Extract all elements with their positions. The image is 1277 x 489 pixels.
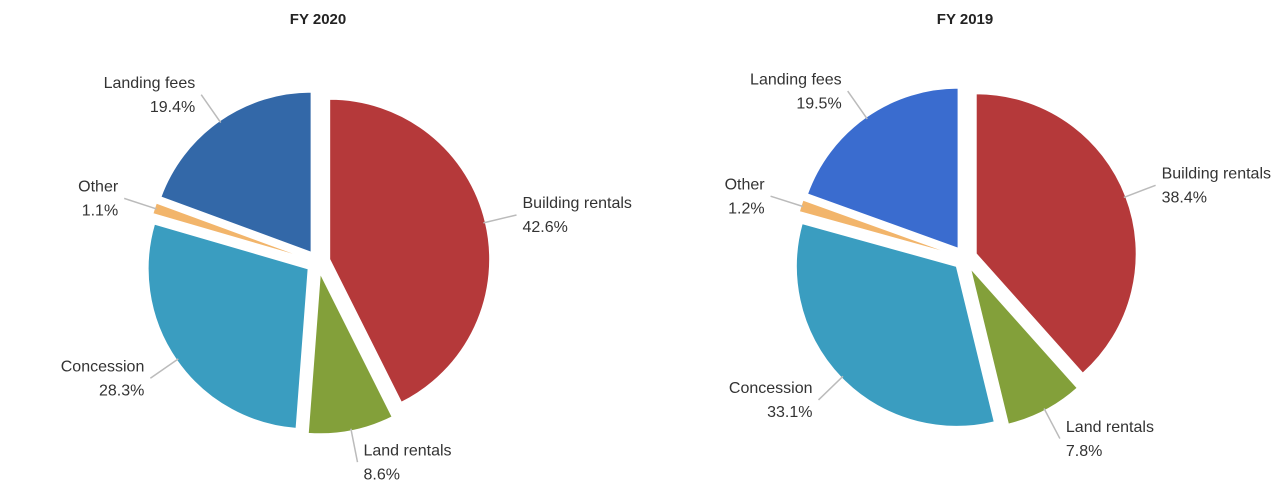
slice-value-label: 38.4% [1162,190,1207,207]
pie-slice [795,223,995,427]
slice-value-label: 1.1% [82,203,118,220]
slice-label: Other [725,176,766,193]
slice-label: Concession [61,358,145,375]
slice-value-label: 28.3% [99,382,144,399]
leader-line [483,214,517,224]
leader-line [200,94,222,124]
chart-title: FY 2020 [290,11,346,28]
slice-label: Land rentals [1066,419,1154,436]
pie-slice [147,223,309,429]
slice-value-label: 42.6% [523,219,568,236]
leader-line [123,197,157,210]
slice-label: Building rentals [523,195,632,212]
chart-title: FY 2019 [937,11,993,28]
slice-value-label: 8.6% [363,466,399,483]
slice-label: Building rentals [1162,166,1271,183]
slice-value-label: 19.5% [796,95,841,112]
slice-label: Land rentals [363,442,451,459]
leader-line [847,90,868,120]
leader-line [817,375,844,401]
leader-line [149,358,179,379]
slice-value-label: 1.2% [728,200,764,217]
leader-line [1123,184,1156,199]
slice-label: Landing fees [104,75,196,92]
slice-label: Other [78,179,119,196]
slice-label: Concession [729,380,813,397]
pie-slice [160,91,312,253]
slice-value-label: 19.4% [150,99,195,116]
leader-line [770,195,804,208]
slice-value-label: 33.1% [767,404,812,421]
leader-line [1043,408,1061,439]
slice-value-label: 7.8% [1066,443,1102,460]
slice-label: Landing fees [750,71,842,88]
leader-line [350,428,359,463]
